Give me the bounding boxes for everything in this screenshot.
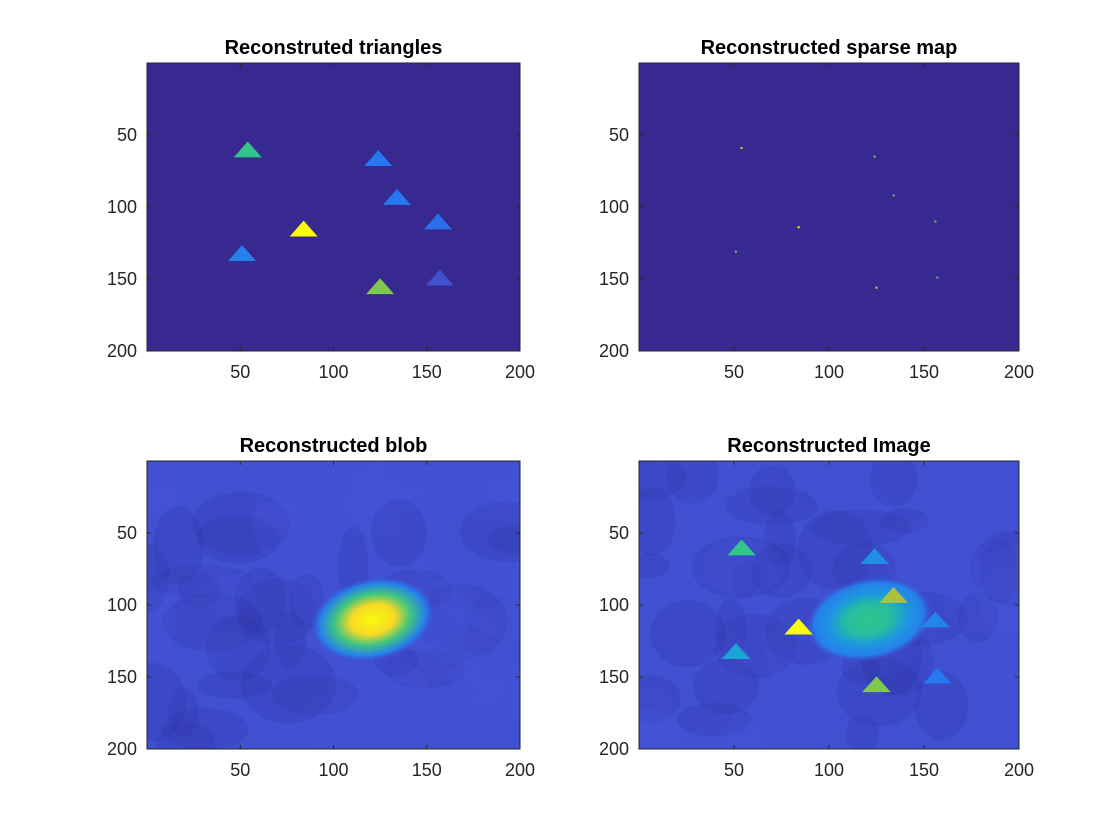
x-tick-label: 150	[412, 362, 442, 382]
blob	[305, 568, 440, 670]
x-tick-label: 50	[230, 362, 250, 382]
sparse-point	[740, 146, 743, 149]
sparse-point	[936, 276, 939, 279]
y-tick-label: 100	[599, 595, 629, 615]
triangle	[382, 189, 411, 205]
sparse-point	[797, 226, 800, 229]
sparse-point	[873, 155, 876, 158]
triangle	[860, 548, 889, 564]
y-tick-label: 50	[117, 125, 137, 145]
sparse-point	[934, 220, 937, 223]
subplot-title: Reconstructed blob	[240, 435, 428, 457]
triangle	[228, 245, 257, 261]
y-tick-label: 50	[117, 523, 137, 543]
y-tick-label: 150	[599, 667, 629, 687]
x-tick-label: 100	[814, 760, 844, 780]
x-tick-label: 100	[318, 760, 348, 780]
triangle	[364, 150, 393, 166]
x-tick-label: 100	[814, 362, 844, 382]
triangle	[423, 213, 452, 230]
subplot-title: Reconstructed sparse map	[701, 37, 958, 59]
x-tick-label: 150	[909, 362, 939, 382]
y-tick-label: 150	[107, 269, 137, 289]
x-tick-label: 200	[1004, 760, 1034, 780]
heatmap-background	[147, 63, 520, 351]
heatmap-image	[639, 461, 1019, 749]
triangle	[921, 611, 950, 628]
triangle	[233, 141, 262, 158]
x-tick-label: 200	[505, 760, 535, 780]
sparse-point	[875, 286, 878, 289]
x-tick-label: 50	[724, 760, 744, 780]
triangle	[784, 618, 813, 635]
subplot-reconstructed-blob: 50 100 150 200 50 100 150 200 Reconstructed blob	[107, 435, 535, 780]
x-tick-label: 100	[318, 362, 348, 382]
triangle	[425, 269, 454, 286]
triangle	[727, 539, 756, 556]
y-tick-label: 200	[107, 341, 137, 361]
x-tick-label: 200	[1004, 362, 1034, 382]
triangle	[862, 676, 891, 693]
blob	[800, 568, 938, 671]
y-tick-label: 200	[599, 341, 629, 361]
noise-texture	[639, 461, 1019, 749]
subplot-title: Reconstructed Image	[727, 435, 930, 457]
y-tick-label: 50	[609, 523, 629, 543]
y-tick-label: 150	[107, 667, 137, 687]
subplot-reconstructed-sparse-map: 50 100 150 200 50 100 150 200 Reconstructed spar…	[599, 37, 1034, 382]
y-tick-label: 200	[599, 739, 629, 759]
triangle	[366, 278, 395, 295]
triangle	[923, 667, 952, 684]
heatmap-image	[147, 461, 520, 749]
y-tick-label: 200	[107, 739, 137, 759]
triangle	[721, 643, 751, 659]
y-tick-label: 100	[107, 197, 137, 217]
y-tick-label: 100	[107, 595, 137, 615]
heatmap-image	[639, 63, 1019, 351]
sparse-point	[892, 194, 895, 197]
triangle	[289, 220, 318, 237]
x-tick-label: 200	[505, 362, 535, 382]
heatmap-background	[639, 63, 1019, 351]
triangle	[879, 587, 908, 603]
x-tick-label: 150	[909, 760, 939, 780]
y-tick-label: 150	[599, 269, 629, 289]
y-tick-label: 100	[599, 197, 629, 217]
subplot-title: Reconstruted triangles	[225, 37, 443, 59]
x-tick-label: 150	[412, 760, 442, 780]
sparse-point	[734, 250, 737, 253]
x-tick-label: 50	[230, 760, 250, 780]
subplot-reconstructed-image: 50 100 150 200 50 100 150 200 Reconstructed Imag…	[599, 435, 1034, 780]
subplot-reconstruted-triangles: 50 100 150 200 50 100 150 200 Reconstruted trian…	[107, 37, 535, 382]
y-tick-label: 50	[609, 125, 629, 145]
x-tick-label: 50	[724, 362, 744, 382]
heatmap-image	[147, 63, 520, 351]
